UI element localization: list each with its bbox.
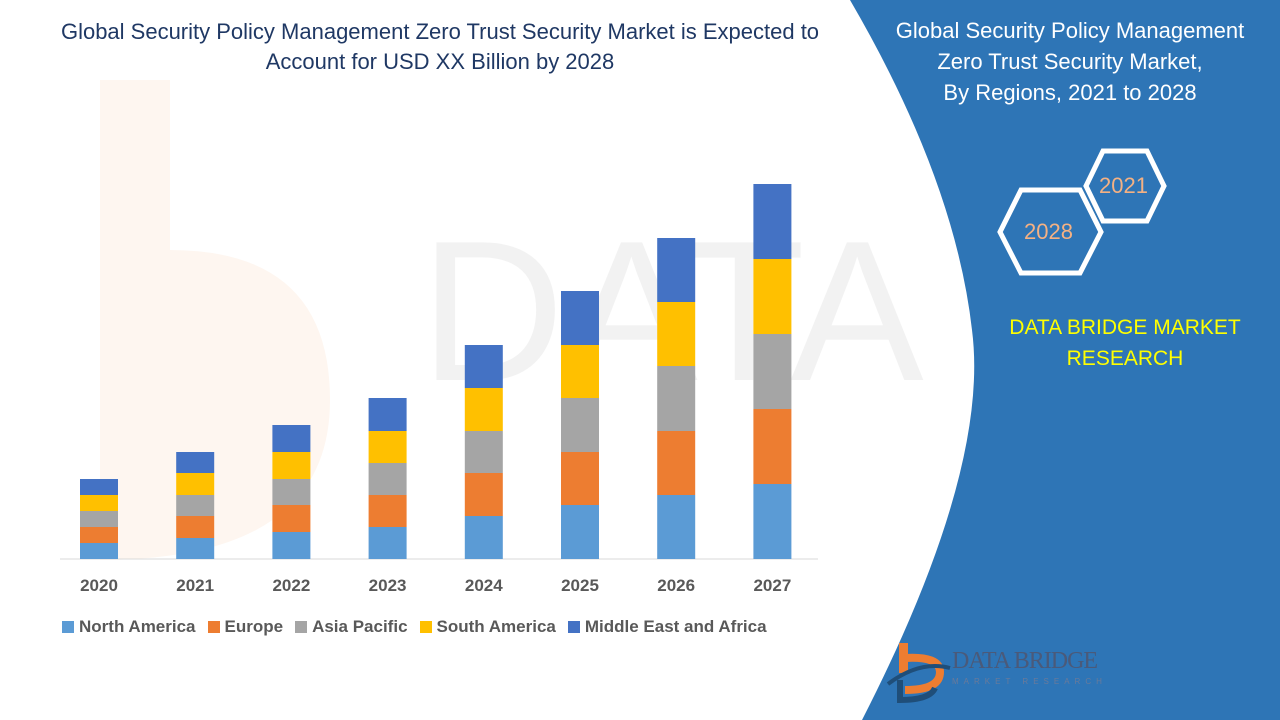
side-title-line: Zero Trust Security Market, (937, 49, 1203, 74)
bar-segment-2023-south-america (368, 431, 407, 463)
bar-segment-2021-south-america (176, 473, 215, 495)
bar-segment-2021-middle-east-and-africa (176, 452, 215, 473)
legend-swatch (295, 621, 308, 633)
legend-label: South America (436, 617, 556, 636)
x-tick-label: 2023 (368, 576, 407, 595)
logo-text: DATA BRIDGE (952, 648, 1098, 674)
legend-item: South America (419, 617, 556, 637)
side-panel-title: Global Security Policy Management Zero T… (870, 15, 1270, 108)
bar-segment-2023-middle-east-and-africa (368, 398, 407, 431)
legend-label: Europe (224, 617, 284, 636)
bar-segment-2020-north-america (80, 543, 118, 559)
bar-segment-2022-north-america (272, 532, 311, 559)
bar-segment-2024-europe (464, 473, 503, 516)
brand-line: RESEARCH (1066, 347, 1184, 370)
bar-segment-2023-europe (368, 495, 407, 527)
bar-segment-2026-asia-pacific (657, 366, 696, 431)
brand-text: DATA BRIDGE MARKET RESEARCH (985, 312, 1265, 374)
bar-segment-2020-middle-east-and-africa (80, 479, 118, 495)
bar-segment-2022-asia-pacific (272, 479, 311, 505)
side-title-line: By Regions, 2021 to 2028 (943, 80, 1197, 105)
bar-segment-2026-middle-east-and-africa (657, 238, 696, 302)
hex-label-2021: 2021 (1099, 173, 1148, 198)
bar-segment-2027-middle-east-and-africa (753, 184, 792, 259)
bars (80, 184, 792, 559)
side-panel (850, 0, 1280, 720)
side-title-line: Global Security Policy Management (895, 18, 1245, 43)
bar-segment-2025-europe (561, 452, 599, 505)
bar-segment-2025-south-america (561, 345, 599, 398)
bar-segment-2026-europe (657, 431, 696, 495)
chart-title: Global Security Policy Management Zero T… (60, 19, 820, 74)
hex-2028 (997, 187, 1104, 276)
bar-segment-2027-north-america (753, 484, 792, 559)
bar-segment-2021-asia-pacific (176, 495, 215, 516)
bar-segment-2027-asia-pacific (753, 334, 792, 409)
x-tick-label: 2020 (80, 576, 118, 595)
bar-segment-2025-middle-east-and-africa (561, 291, 599, 345)
legend-item: Europe (207, 617, 284, 637)
legend-label: North America (79, 617, 196, 636)
hex-2021 (1083, 148, 1167, 224)
bar-segment-2020-europe (80, 527, 118, 543)
bar-segment-2024-middle-east-and-africa (464, 345, 503, 388)
bar-segment-2020-south-america (80, 495, 118, 511)
legend-swatch (567, 621, 580, 633)
x-tick-label: 2025 (561, 576, 599, 595)
legend-item: North America (62, 617, 196, 637)
bar-segment-2024-south-america (464, 388, 503, 431)
bar-segment-2022-europe (272, 505, 311, 532)
bar-segment-2021-north-america (176, 538, 215, 559)
bar-segment-2025-north-america (561, 505, 599, 559)
bar-segment-2027-europe (753, 409, 792, 484)
hex-label-2028: 2028 (1024, 219, 1073, 244)
x-tick-label: 2022 (272, 576, 311, 595)
bar-segment-2025-asia-pacific (561, 398, 599, 452)
bar-segment-2026-south-america (657, 302, 696, 366)
legend: North America Europe Asia Pacific South Ame… (62, 617, 767, 637)
brand-line: DATA BRIDGE MARKET (1009, 316, 1241, 339)
x-tick-label: 2026 (657, 576, 696, 595)
legend-swatch (62, 621, 74, 633)
logo-icon (886, 643, 951, 704)
bar-segment-2022-middle-east-and-africa (272, 425, 311, 452)
bar-segment-2024-north-america (464, 516, 503, 559)
bar-segment-2024-asia-pacific (464, 431, 503, 473)
x-tick-label: 2027 (753, 576, 792, 595)
legend-label: Middle East and Africa (584, 617, 767, 636)
legend-item: Asia Pacific (295, 617, 408, 637)
legend-swatch (419, 621, 432, 633)
legend-swatch (207, 621, 220, 633)
x-tick-label: 2024 (464, 576, 503, 595)
legend-label: Asia Pacific (312, 617, 408, 636)
bar-segment-2022-south-america (272, 452, 311, 479)
x-tick-label: 2021 (176, 576, 215, 595)
bar-segment-2023-asia-pacific (368, 463, 407, 495)
logo-subtext: MARKET RESEARCH (952, 677, 1107, 686)
bar-segment-2021-europe (176, 516, 215, 538)
bar-segment-2026-north-america (657, 495, 696, 559)
bar-segment-2027-south-america (753, 259, 792, 334)
bar-segment-2023-north-america (368, 527, 407, 559)
bar-segment-2020-asia-pacific (80, 511, 118, 527)
legend-item: Middle East and Africa (567, 617, 767, 637)
